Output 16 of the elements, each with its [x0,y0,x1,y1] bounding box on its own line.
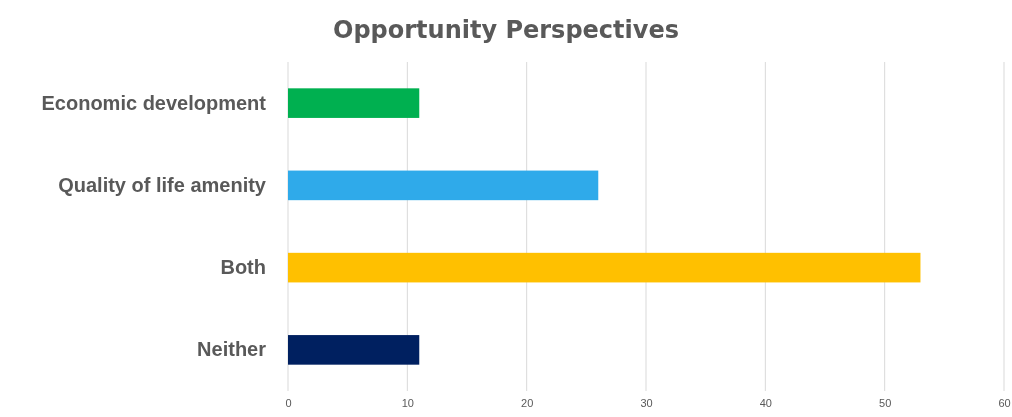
y-tick-label: Quality of life amenity [58,173,267,196]
y-tick-label: Neither [197,338,267,361]
bar [288,88,420,118]
x-tick-label: 20 [521,396,534,409]
x-tick-label: 50 [879,396,892,409]
chart-title: Opportunity Perspectives [332,16,680,44]
bar [288,252,921,283]
x-tick-label: 10 [401,396,414,409]
x-tick-label: 30 [640,396,653,409]
x-tick-label: 0 [285,396,292,409]
bar [288,170,599,201]
y-tick-label: Economic development [41,91,267,114]
y-tick-label: Both [220,256,266,279]
x-tick-label: 60 [998,396,1011,409]
x-tick-label: 40 [759,396,772,409]
bar [288,335,420,365]
